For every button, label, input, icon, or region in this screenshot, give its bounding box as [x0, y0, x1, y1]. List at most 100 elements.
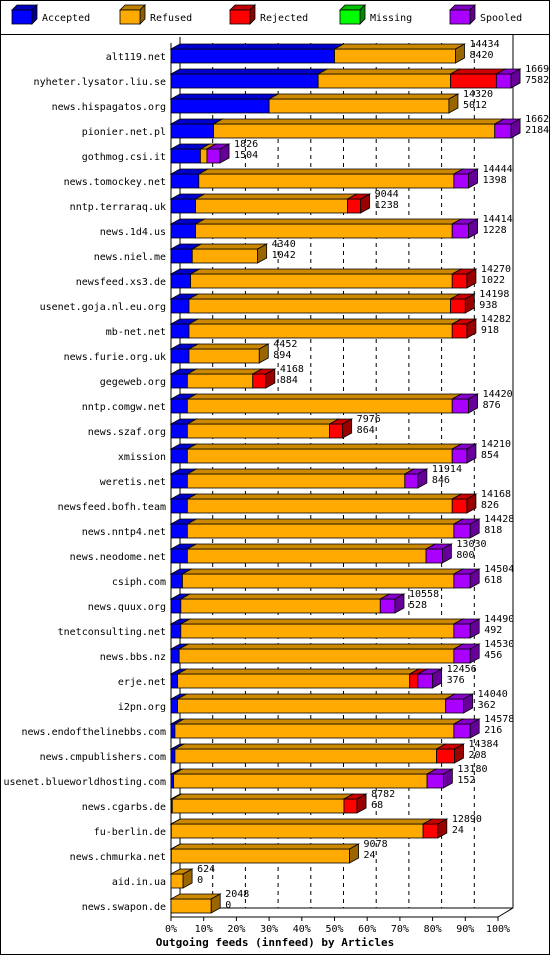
legend-swatch [339, 9, 361, 25]
row-label: news.niel.me [94, 252, 166, 263]
bar-row [169, 618, 481, 639]
row-label: gothmog.csi.it [82, 152, 166, 163]
legend: Accepted Refused Rejected Missing Spooled [11, 4, 522, 25]
bar-segment-top-refused [185, 493, 463, 500]
total-label: 12890 [452, 814, 482, 825]
bar-segment-side-spooled [219, 143, 230, 164]
bar-segment-accepted [170, 298, 190, 314]
bar-segment-accepted [170, 523, 188, 539]
bar-segment-side-rejected [466, 268, 477, 289]
total-label: 14434 [469, 39, 499, 50]
bar-segment-side-rejected [265, 368, 276, 389]
row-label: i2pn.org [118, 702, 166, 713]
accepted-label: 208 [469, 750, 487, 761]
bar-segment-accepted [170, 623, 182, 639]
bar-segment-top-refused [185, 518, 465, 525]
x-axis: 0% 10% 20% 30% 40% 50% 60% 70% 80% 90% 100% [165, 917, 510, 935]
bar-segment-side-refused [257, 243, 268, 264]
bar-segment-side-spooled [468, 218, 478, 239]
row-labels: alt119.net nyheter.lysator.liu.se news.his… [3, 52, 166, 913]
accepted-label: 68 [371, 800, 383, 811]
bar-segment-accepted [170, 98, 270, 114]
bar-segment-side-spooled [469, 643, 480, 664]
legend-label: Rejected [260, 13, 308, 24]
bar-segment-refused [180, 623, 455, 639]
row-label: news.cgarbs.de [82, 802, 166, 813]
row-label: nntp.terraraq.uk [70, 202, 166, 213]
bar-segment-side-spooled [442, 768, 453, 789]
row-label: news.chmurka.net [70, 852, 166, 863]
bar-segment-top-refused [267, 93, 460, 100]
bar-segment-top-refused [180, 568, 465, 575]
bar-segment-spooled [206, 148, 221, 164]
total-label: 16620 [525, 114, 550, 125]
bar-segment-accepted [170, 548, 188, 564]
bar-segment-side-spooled [469, 568, 480, 589]
bar-segment-top-refused [185, 393, 463, 400]
row-label: alt119.net [106, 52, 166, 63]
total-label: 9044 [375, 189, 399, 200]
bar-segment-refused [191, 248, 259, 264]
bar-segment-refused [186, 373, 254, 389]
bar-segment-refused [334, 48, 456, 64]
x-tick-label: 80% [424, 924, 442, 935]
bar-segment-accepted [170, 498, 188, 514]
bar-segment-top-refused [197, 168, 465, 175]
bar-segment-spooled [417, 673, 434, 689]
bar-segment-refused [186, 423, 330, 439]
legend-label: Accepted [42, 13, 90, 24]
bar-row [169, 143, 231, 164]
bar-row [169, 368, 277, 389]
bar-segment-refused [186, 548, 427, 564]
bar-segment-top-refused [193, 218, 463, 225]
bar-segment-accepted [170, 423, 188, 439]
bar-row [169, 768, 454, 789]
bar-segment-accepted [170, 123, 214, 139]
bar-row [169, 243, 269, 264]
bar-segment-side-refused [210, 893, 221, 914]
total-label: 14490 [484, 614, 514, 625]
bar-segment-accepted [170, 373, 188, 389]
bar-row [169, 743, 466, 764]
legend-item-rejected: Rejected [229, 4, 308, 25]
bar-segment-top-refused [185, 443, 463, 450]
accepted-label: 0 [197, 875, 203, 886]
bar-segment-refused [186, 448, 453, 464]
bar-row [169, 68, 522, 89]
bar-segment-side-spooled [510, 68, 521, 89]
bar-segment-top-refused [187, 293, 462, 300]
bar-segment-top-refused [189, 268, 463, 275]
legend-swatch [449, 9, 471, 25]
total-label: 14578 [484, 714, 514, 725]
bar-row [169, 93, 460, 114]
total-label: 12456 [447, 664, 477, 675]
total-label: 4340 [272, 239, 296, 250]
bar-segment-side-spooled [469, 718, 480, 739]
accepted-label: 528 [409, 600, 427, 611]
bar-row [169, 293, 476, 314]
bar-segment-top-refused [177, 643, 465, 650]
bar-segment-accepted [170, 398, 188, 414]
x-tick-label: 20% [227, 924, 245, 935]
total-label: 14168 [481, 489, 511, 500]
row-label: pionier.net.pl [82, 127, 166, 138]
bar-segment-top-refused [175, 668, 421, 675]
bar-segment-side-spooled [468, 393, 478, 414]
total-label: 14530 [484, 639, 514, 650]
bar-segment-accepted [170, 248, 193, 264]
bar-segment-refused [186, 498, 453, 514]
accepted-label: 864 [357, 425, 375, 436]
bar-segment-spooled [451, 398, 469, 414]
accepted-label: 492 [484, 625, 502, 636]
bar-segment-rejected [450, 298, 466, 314]
bar-row [169, 793, 368, 814]
bar-segment-refused [186, 398, 453, 414]
total-label: 1826 [234, 139, 258, 150]
bar-segment-accepted [170, 223, 196, 239]
row-label: news.tomockey.net [64, 177, 166, 188]
bar-segment-spooled [453, 173, 469, 189]
total-label: 14210 [481, 439, 511, 450]
row-label: news.endofthelinebbs.com [22, 727, 167, 738]
bar-segment-side-refused [349, 843, 359, 864]
bar-segment-top-refused [185, 543, 437, 550]
